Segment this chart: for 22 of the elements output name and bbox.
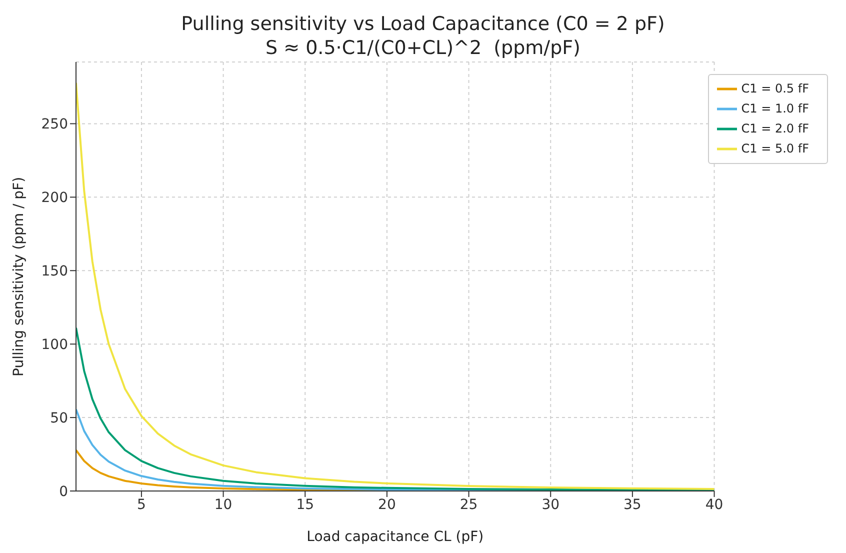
x-tick-label: 35 — [624, 496, 642, 513]
y-tick-label: 50 — [50, 410, 68, 427]
y-axis-title: Pulling sensitivity (ppm / pF) — [10, 176, 27, 376]
chart-title: Pulling sensitivity vs Load Capacitance (C0 = 2 pF) — [180, 12, 666, 36]
x-tick-label: 20 — [378, 496, 396, 513]
legend-label: C1 = 1.0 fF — [741, 101, 809, 116]
x-tick-label: 40 — [705, 496, 724, 513]
y-tick-label: 150 — [41, 264, 68, 280]
x-tick-label: 25 — [460, 496, 478, 513]
x-tick-label: 5 — [137, 496, 146, 513]
x-axis-title: Load capacitance CL (pF) — [306, 529, 484, 545]
legend-label: C1 = 0.5 fF — [741, 81, 809, 96]
x-tick-label: 10 — [214, 496, 232, 513]
y-tick-label: 0 — [59, 484, 68, 500]
y-tick-label: 250 — [41, 116, 68, 133]
y-tick-label: 200 — [41, 190, 68, 206]
y-tick-label: 100 — [41, 337, 68, 354]
legend-label: C1 = 5.0 fF — [741, 141, 809, 156]
chart-subtitle: S ≈ 0.5·C1/(C0+CL)^2 (ppm/pF) — [264, 36, 582, 60]
x-tick-label: 30 — [542, 496, 560, 513]
x-tick-label: 15 — [296, 496, 314, 513]
legend-label: C1 = 2.0 fF — [741, 121, 809, 136]
